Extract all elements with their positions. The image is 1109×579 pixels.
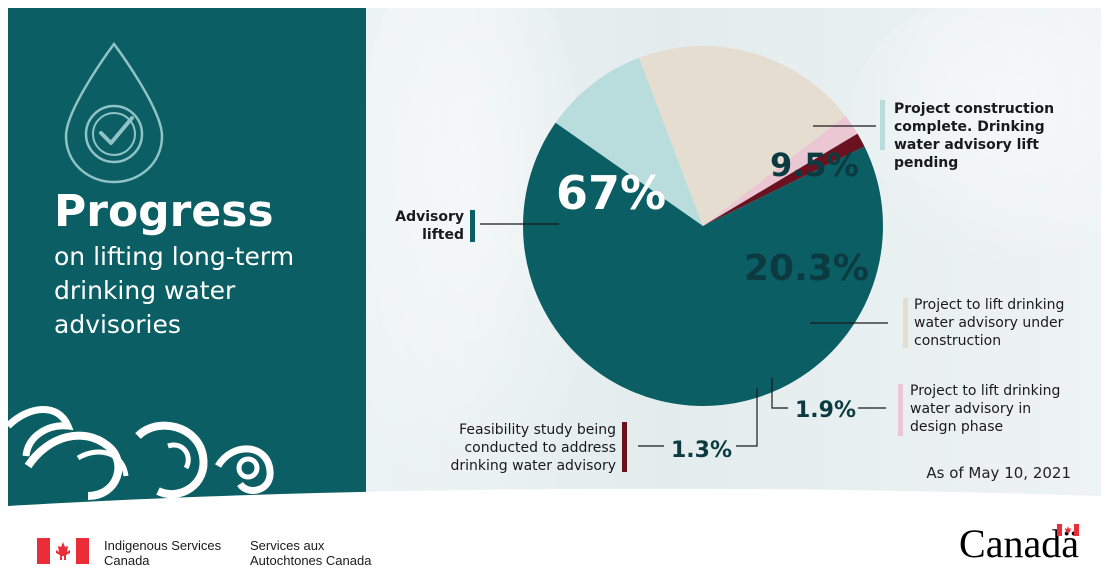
legend-label-design-phase: Project to lift drinking water advisory …: [910, 383, 1061, 435]
pie-slice-design-phase: [703, 115, 858, 226]
slice-value-design-phase: 1.9%: [795, 398, 857, 423]
wordmark-flag-icon: [1057, 524, 1079, 536]
legend-bar-under-construction: [903, 298, 908, 348]
water-splash-background: [348, 8, 1101, 518]
page-subtitle: on lifting long-term drinking water advi…: [54, 242, 295, 339]
as-of-date: As of May 10, 2021: [926, 464, 1071, 482]
pie-slice-construction-complete: [555, 57, 703, 227]
legend-bar-construction-complete: [880, 100, 885, 150]
slice-value-construction-complete: 9.5%: [770, 146, 859, 184]
department-name-fr: Services aux Autochtones Canada: [250, 538, 372, 568]
pie-chart: [523, 46, 884, 406]
legend-label-feasibility: Feasibility study being conducted to add…: [450, 422, 617, 474]
legend-label-under-construction: Project to lift drinking water advisory …: [914, 297, 1065, 349]
slice-value-feasibility-study: 1.3%: [671, 438, 733, 463]
slice-value-under-construction: 20.3%: [744, 248, 869, 289]
legend-bar-design-phase: [898, 384, 903, 436]
leader-line-feasibility: [736, 388, 758, 447]
slice-value-advisory-lifted: 67%: [556, 166, 667, 220]
pie-slice-advisory-lifted: [523, 122, 884, 406]
leader-line-design-phase: [771, 378, 788, 409]
water-drop-check-icon: [64, 41, 164, 184]
department-name-en: Indigenous Services Canada: [104, 538, 222, 568]
legend-label-construction-complete: Project construction complete. Drinking …: [894, 101, 1055, 171]
legend-bar-advisory-lifted: [470, 210, 475, 242]
infographic-canvas: Progress on lifting long-term drinking w…: [8, 8, 1101, 518]
canada-flag-icon: [37, 538, 89, 564]
left-panel: Progress on lifting long-term drinking w…: [8, 8, 366, 518]
bottom-wave: [8, 488, 1101, 518]
leader-lines: [480, 125, 888, 447]
legend-bar-feasibility: [622, 422, 627, 472]
page-title: Progress: [54, 186, 274, 237]
pie-slice-under-construction: [639, 46, 846, 227]
legend-label-advisory-lifted: Advisory lifted: [395, 209, 464, 243]
pie-slice-feasibility-study: [703, 133, 865, 226]
